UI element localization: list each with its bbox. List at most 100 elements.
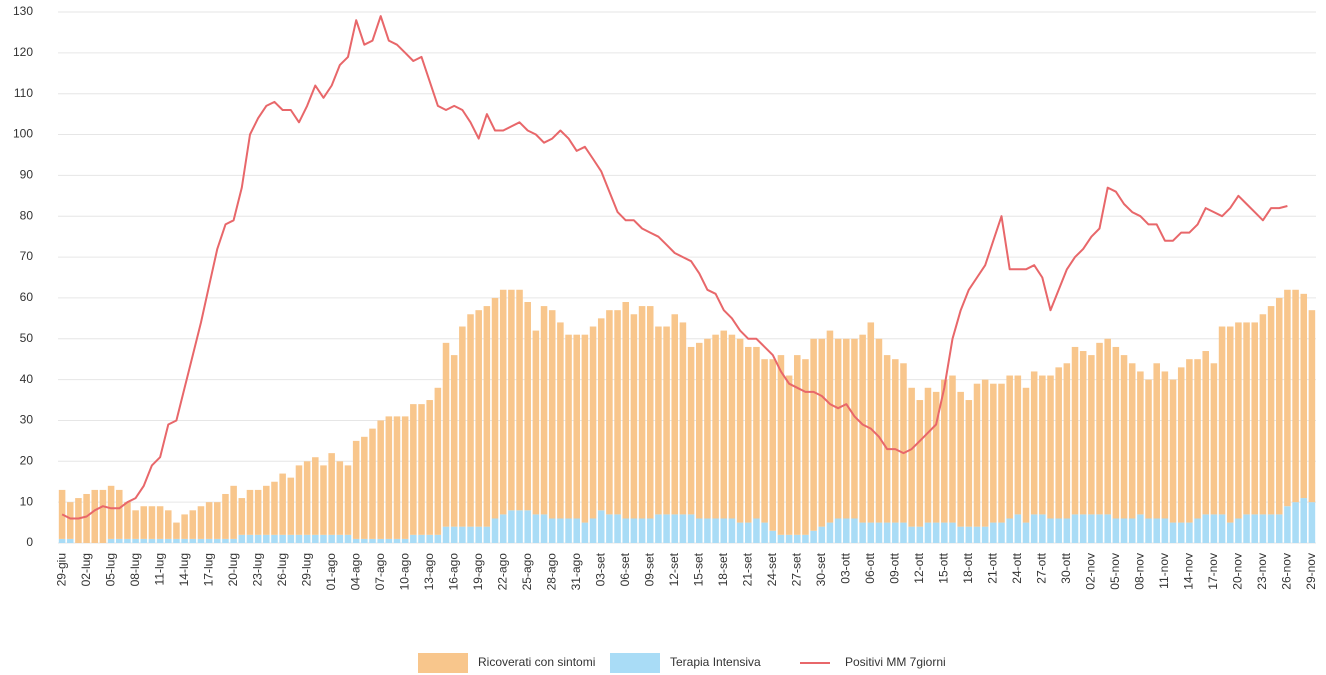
bar bbox=[107, 485, 115, 539]
bar bbox=[1235, 518, 1242, 543]
bar bbox=[1226, 326, 1234, 523]
bar bbox=[867, 522, 875, 543]
x-tick-label: 29-lug bbox=[299, 553, 313, 586]
bar bbox=[1079, 351, 1087, 515]
bar bbox=[344, 534, 352, 543]
bar bbox=[834, 518, 842, 543]
bar bbox=[393, 416, 401, 539]
bar bbox=[1275, 514, 1283, 543]
bar bbox=[826, 522, 834, 543]
bar bbox=[998, 383, 1005, 523]
bar bbox=[1218, 326, 1226, 515]
bar bbox=[998, 522, 1005, 543]
x-tick-label: 21-ott bbox=[986, 552, 1000, 583]
bar bbox=[279, 473, 286, 535]
bar bbox=[1055, 518, 1062, 543]
bar bbox=[924, 387, 932, 523]
bar bbox=[295, 534, 303, 543]
bar bbox=[254, 489, 262, 535]
bar bbox=[475, 526, 482, 543]
x-tick-label: 26-lug bbox=[275, 553, 289, 586]
bar bbox=[1088, 355, 1095, 515]
bar bbox=[614, 514, 621, 543]
bar bbox=[540, 514, 548, 543]
legend-swatch bbox=[418, 653, 468, 673]
x-tick-label: 17-lug bbox=[201, 553, 215, 586]
bar bbox=[295, 465, 303, 535]
bar bbox=[810, 530, 817, 543]
y-tick-label: 40 bbox=[20, 372, 34, 386]
bar bbox=[410, 404, 417, 535]
bar bbox=[663, 514, 670, 543]
x-tick-label: 21-set bbox=[740, 552, 754, 586]
bar bbox=[263, 485, 270, 535]
bar bbox=[369, 538, 376, 543]
x-tick-label: 28-ago bbox=[544, 553, 558, 591]
bar bbox=[508, 289, 515, 511]
bar bbox=[426, 400, 433, 535]
bar bbox=[720, 330, 728, 519]
bar bbox=[932, 391, 940, 523]
x-tick-label: 02-nov bbox=[1084, 553, 1098, 590]
x-tick-label: 27-ott bbox=[1035, 552, 1049, 583]
bar bbox=[785, 375, 793, 535]
bar bbox=[769, 359, 777, 531]
bar bbox=[1194, 359, 1201, 519]
bar bbox=[467, 526, 474, 543]
x-tick-label: 17-nov bbox=[1206, 553, 1220, 590]
bar bbox=[1030, 514, 1038, 543]
bar bbox=[320, 465, 327, 535]
bar bbox=[197, 506, 205, 539]
bar bbox=[1308, 502, 1316, 543]
bar bbox=[181, 538, 188, 543]
bar bbox=[254, 534, 262, 543]
bar bbox=[246, 489, 254, 535]
x-tick-label: 29-nov bbox=[1304, 553, 1318, 590]
bar bbox=[58, 538, 66, 543]
x-tick-label: 09-set bbox=[642, 552, 656, 586]
bar bbox=[1079, 514, 1087, 543]
bar bbox=[148, 538, 156, 543]
bar bbox=[124, 538, 131, 543]
bar bbox=[728, 518, 736, 543]
bar bbox=[459, 326, 466, 527]
bar bbox=[720, 518, 728, 543]
bar bbox=[418, 404, 425, 535]
bar bbox=[115, 489, 123, 539]
bar bbox=[1071, 514, 1079, 543]
bar bbox=[671, 514, 679, 543]
bar bbox=[91, 489, 99, 543]
bar bbox=[883, 522, 891, 543]
bar bbox=[1186, 522, 1193, 543]
bar bbox=[499, 289, 507, 515]
x-tick-label: 05-lug bbox=[103, 553, 117, 586]
bar bbox=[687, 514, 695, 543]
bar bbox=[695, 342, 703, 519]
bar bbox=[1128, 518, 1136, 543]
bar bbox=[630, 314, 638, 519]
bar bbox=[287, 477, 295, 535]
bar bbox=[712, 334, 719, 519]
y-tick-label: 90 bbox=[20, 168, 34, 182]
bar bbox=[189, 510, 197, 539]
bar bbox=[900, 363, 907, 523]
bar bbox=[818, 526, 826, 543]
bar bbox=[1235, 322, 1242, 519]
bar bbox=[1112, 346, 1120, 519]
bar bbox=[336, 534, 344, 543]
bar bbox=[328, 534, 335, 543]
bar bbox=[1104, 514, 1111, 543]
bar bbox=[1267, 514, 1275, 543]
bar bbox=[1112, 518, 1120, 543]
x-tick-label: 09-ott bbox=[887, 552, 901, 583]
bar bbox=[1047, 518, 1054, 543]
bar bbox=[1120, 355, 1128, 519]
bar bbox=[753, 346, 760, 519]
y-tick-label: 130 bbox=[13, 4, 33, 18]
bar bbox=[1218, 514, 1226, 543]
bar bbox=[140, 538, 148, 543]
bar bbox=[957, 391, 964, 527]
bar bbox=[450, 526, 458, 543]
bar bbox=[1104, 338, 1111, 515]
x-tick-label: 07-ago bbox=[373, 553, 387, 591]
